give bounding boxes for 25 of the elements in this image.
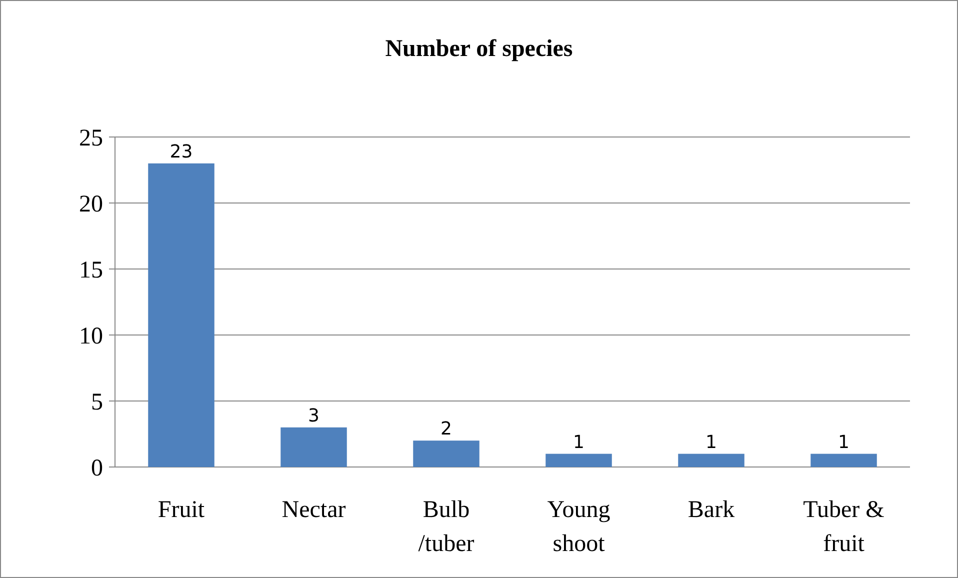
- x-tick-label: Fruit: [158, 497, 205, 523]
- y-tick-label: 5: [91, 389, 103, 416]
- bar: [148, 163, 214, 467]
- bar: [280, 427, 347, 467]
- x-tick-label: Bark: [688, 497, 735, 523]
- data-label: 2: [440, 418, 452, 440]
- x-tick-label: Nectar: [282, 497, 346, 523]
- bar: [413, 440, 480, 467]
- data-label: 1: [838, 432, 850, 453]
- data-label: 3: [308, 405, 320, 426]
- data-label: 23: [170, 141, 193, 162]
- y-tick-label: 25: [79, 125, 103, 152]
- x-tick-label: Young shoot: [547, 497, 610, 557]
- x-tick-label: Tuber & fruit: [803, 497, 885, 557]
- data-label: 1: [573, 432, 584, 453]
- y-tick-label: 20: [79, 191, 103, 218]
- y-tick-label: 0: [91, 455, 103, 482]
- bar: [678, 454, 744, 467]
- data-label: 1: [706, 432, 717, 453]
- chart-title: Number of species: [385, 36, 573, 62]
- bar: [546, 454, 612, 467]
- y-tick-label: 10: [79, 323, 103, 350]
- bar: [810, 454, 877, 467]
- y-tick-label: 15: [79, 257, 103, 284]
- x-tick-label: Bulb /tuber: [418, 497, 474, 557]
